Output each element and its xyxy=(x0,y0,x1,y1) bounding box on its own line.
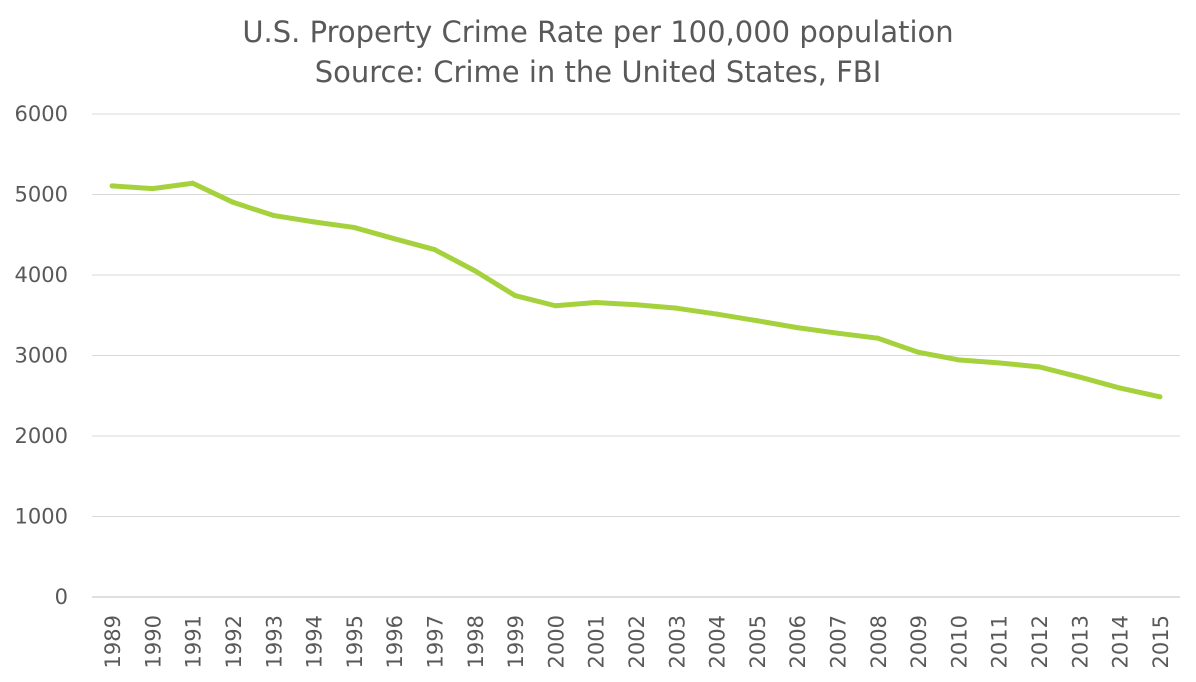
data-point xyxy=(955,357,961,363)
data-point xyxy=(230,199,236,205)
series-line xyxy=(109,180,1163,400)
x-tick-label: 2011 xyxy=(988,615,1012,668)
x-tick-label: 2007 xyxy=(826,615,850,668)
x-tick-label: 2001 xyxy=(585,615,609,668)
data-point xyxy=(552,303,558,309)
data-point xyxy=(673,305,679,311)
x-tick-label: 1994 xyxy=(303,615,327,668)
x-tick-label: 2008 xyxy=(867,615,891,668)
x-tick-label: 2014 xyxy=(1109,615,1133,668)
x-tick-label: 2004 xyxy=(706,615,730,668)
data-point xyxy=(512,293,518,299)
x-axis-ticks: 1989 1990 1991 1992 1993 1994 1995 1996 1997 1998… xyxy=(101,615,1173,668)
data-point xyxy=(1157,394,1163,400)
data-point xyxy=(633,302,639,308)
data-point xyxy=(754,318,760,324)
y-tick-label: 4000 xyxy=(15,263,68,287)
x-tick-label: 1993 xyxy=(262,615,286,668)
y-tick-label: 3000 xyxy=(15,344,68,368)
data-point xyxy=(190,180,196,186)
x-tick-label: 1992 xyxy=(222,615,246,668)
x-tick-label: 1999 xyxy=(504,615,528,668)
x-tick-label: 2000 xyxy=(544,615,568,668)
data-point xyxy=(875,335,881,341)
y-tick-label: 5000 xyxy=(15,183,68,207)
x-tick-label: 2005 xyxy=(746,615,770,668)
x-tick-label: 1991 xyxy=(182,615,206,668)
x-tick-label: 2002 xyxy=(625,615,649,668)
data-point xyxy=(432,247,438,253)
x-tick-label: 1998 xyxy=(464,615,488,668)
data-point xyxy=(593,300,599,306)
data-point xyxy=(351,224,357,230)
data-point xyxy=(1036,364,1042,370)
x-tick-label: 2013 xyxy=(1068,615,1092,668)
x-tick-label: 1996 xyxy=(383,615,407,668)
x-tick-label: 1995 xyxy=(343,615,367,668)
y-tick-label: 2000 xyxy=(15,424,68,448)
y-tick-label: 1000 xyxy=(15,505,68,529)
gridlines xyxy=(92,113,1180,598)
chart-title: U.S. Property Crime Rate per 100,000 pop… xyxy=(242,15,953,49)
data-point xyxy=(915,349,921,355)
x-tick-label: 1997 xyxy=(424,615,448,668)
data-point xyxy=(149,186,155,192)
data-point xyxy=(109,183,115,189)
x-tick-label: 2003 xyxy=(665,615,689,668)
data-point xyxy=(834,330,840,336)
x-tick-label: 2009 xyxy=(907,615,931,668)
x-tick-label: 2012 xyxy=(1028,615,1052,668)
series-layer xyxy=(109,180,1163,400)
y-tick-label: 0 xyxy=(55,585,68,609)
x-tick-label: 1989 xyxy=(101,615,125,668)
data-point xyxy=(794,325,800,331)
x-tick-label: 2006 xyxy=(786,615,810,668)
data-point xyxy=(1076,374,1082,380)
data-point xyxy=(996,360,1002,366)
data-point xyxy=(311,219,317,225)
data-point xyxy=(1117,385,1123,391)
data-point xyxy=(472,268,478,274)
y-axis-ticks: 0 1000 2000 3000 4000 5000 6000 xyxy=(15,102,68,609)
x-tick-label: 2010 xyxy=(947,615,971,668)
data-point xyxy=(391,236,397,242)
chart-subtitle: Source: Crime in the United States, FBI xyxy=(315,55,882,89)
y-tick-label: 6000 xyxy=(15,102,68,126)
data-point xyxy=(270,212,276,218)
data-point xyxy=(714,311,720,317)
x-tick-label: 2015 xyxy=(1149,615,1173,668)
x-tick-label: 1990 xyxy=(141,615,165,668)
